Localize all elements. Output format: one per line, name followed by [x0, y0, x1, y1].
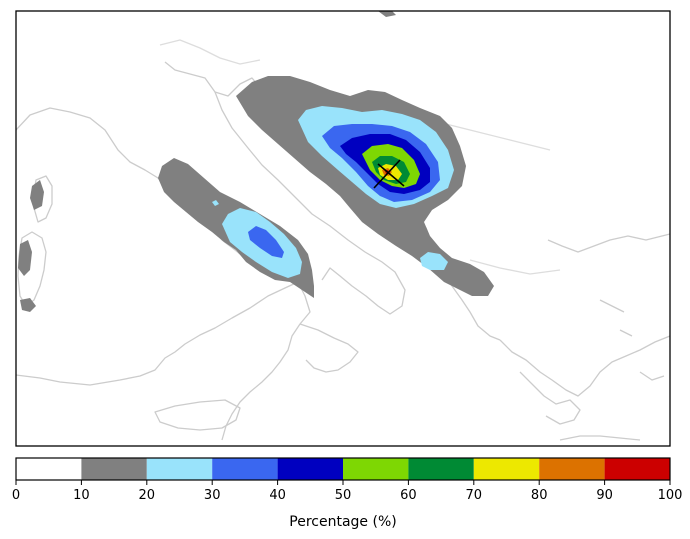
contour-sardinia-10-20: [18, 240, 32, 276]
colorbar-tick-label: 80: [531, 488, 548, 503]
coastline-italy-east: [214, 91, 406, 315]
contour-albania-20-30: [420, 252, 448, 270]
map-panel: [16, 11, 670, 446]
coastline-peloponnese: [519, 371, 581, 425]
colorbar-tick-label: 100: [658, 488, 683, 503]
colorbar-tick-label: 70: [466, 488, 483, 503]
colorbar-bin-0-10: [16, 458, 82, 480]
coastline-crete: [559, 435, 641, 441]
coastline-sardinia: [17, 231, 47, 307]
colorbar-bin-70-80: [473, 458, 540, 480]
colorbar-bin-90-100: [604, 458, 670, 480]
colorbar-title: Percentage (%): [289, 514, 396, 530]
border-3: [469, 259, 561, 275]
contour-corsica-10-20: [30, 180, 44, 210]
colorbar-tick-label: 40: [269, 488, 286, 503]
coastline-aegean-north: [547, 233, 670, 253]
map-background: [16, 11, 670, 446]
colorbar-bin-30-40: [212, 458, 278, 480]
coastline-aegean-islands: [599, 299, 665, 381]
colorbar-tick-label: 20: [139, 488, 156, 503]
coastline-greece: [499, 335, 670, 397]
contour-sardinia-10-20-b: [20, 298, 36, 312]
colorbar-bin-50-60: [343, 458, 409, 480]
colorbar: 0 10 20 30 40 50 60 70 80 90 100: [12, 457, 683, 503]
colorbar-bin-60-70: [408, 458, 474, 480]
border-2: [429, 119, 551, 151]
colorbar-bin-10-20: [81, 458, 147, 480]
colorbar-bin-80-90: [539, 458, 605, 480]
colorbar-bin-40-50: [277, 458, 343, 480]
coastline-italy-heel: [299, 323, 359, 373]
coastline-italy-west: [16, 281, 311, 441]
contour-north-10-20: [378, 11, 396, 17]
colorbar-bin-20-30: [146, 458, 213, 480]
track-markers: [373, 159, 405, 189]
map-frame: [15, 10, 671, 447]
coastline-sicily: [154, 399, 241, 431]
track-line-2: [377, 163, 405, 187]
colorbar-tick-label: 50: [335, 488, 352, 503]
colorbar-tick-label: 0: [12, 488, 20, 503]
contour-italy-30-40: [248, 226, 284, 258]
track-line-1: [373, 159, 401, 189]
colorbar-tick-label: 60: [400, 488, 417, 503]
contour-italy-small-20-30: [212, 200, 219, 206]
colorbar-tick-label: 10: [73, 488, 90, 503]
probability-contours: [18, 11, 494, 312]
border-1: [159, 39, 261, 65]
colorbar-tick-label: 30: [204, 488, 221, 503]
colorbar-tick-label: 90: [596, 488, 613, 503]
